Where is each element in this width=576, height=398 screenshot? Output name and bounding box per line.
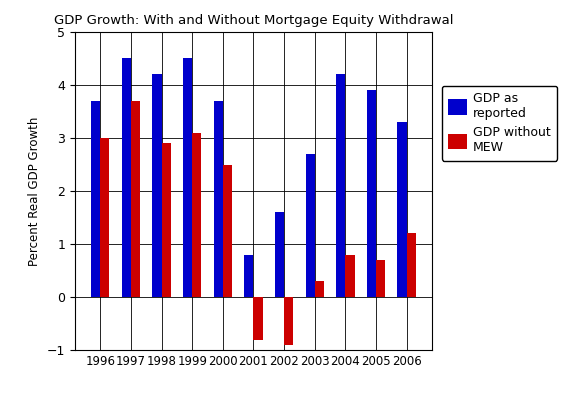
Bar: [407, 234, 416, 297]
Bar: [153, 74, 161, 297]
Bar: [367, 90, 376, 297]
Bar: [284, 297, 293, 345]
Bar: [244, 255, 253, 297]
Bar: [336, 74, 346, 297]
Bar: [122, 59, 131, 297]
Legend: GDP as
reported, GDP without
MEW: GDP as reported, GDP without MEW: [442, 86, 557, 161]
Bar: [214, 101, 223, 297]
Bar: [91, 101, 100, 297]
Bar: [161, 143, 170, 297]
Title: GDP Growth: With and Without Mortgage Equity Withdrawal: GDP Growth: With and Without Mortgage Eq…: [54, 14, 453, 27]
Bar: [100, 138, 109, 297]
Bar: [253, 297, 263, 339]
Bar: [305, 154, 314, 297]
Bar: [397, 122, 407, 297]
Bar: [314, 281, 324, 297]
Y-axis label: Percent Real GDP Growth: Percent Real GDP Growth: [28, 116, 41, 266]
Bar: [131, 101, 140, 297]
Bar: [275, 212, 284, 297]
Bar: [183, 59, 192, 297]
Bar: [192, 133, 202, 297]
Bar: [376, 260, 385, 297]
Bar: [223, 164, 232, 297]
Bar: [346, 255, 354, 297]
